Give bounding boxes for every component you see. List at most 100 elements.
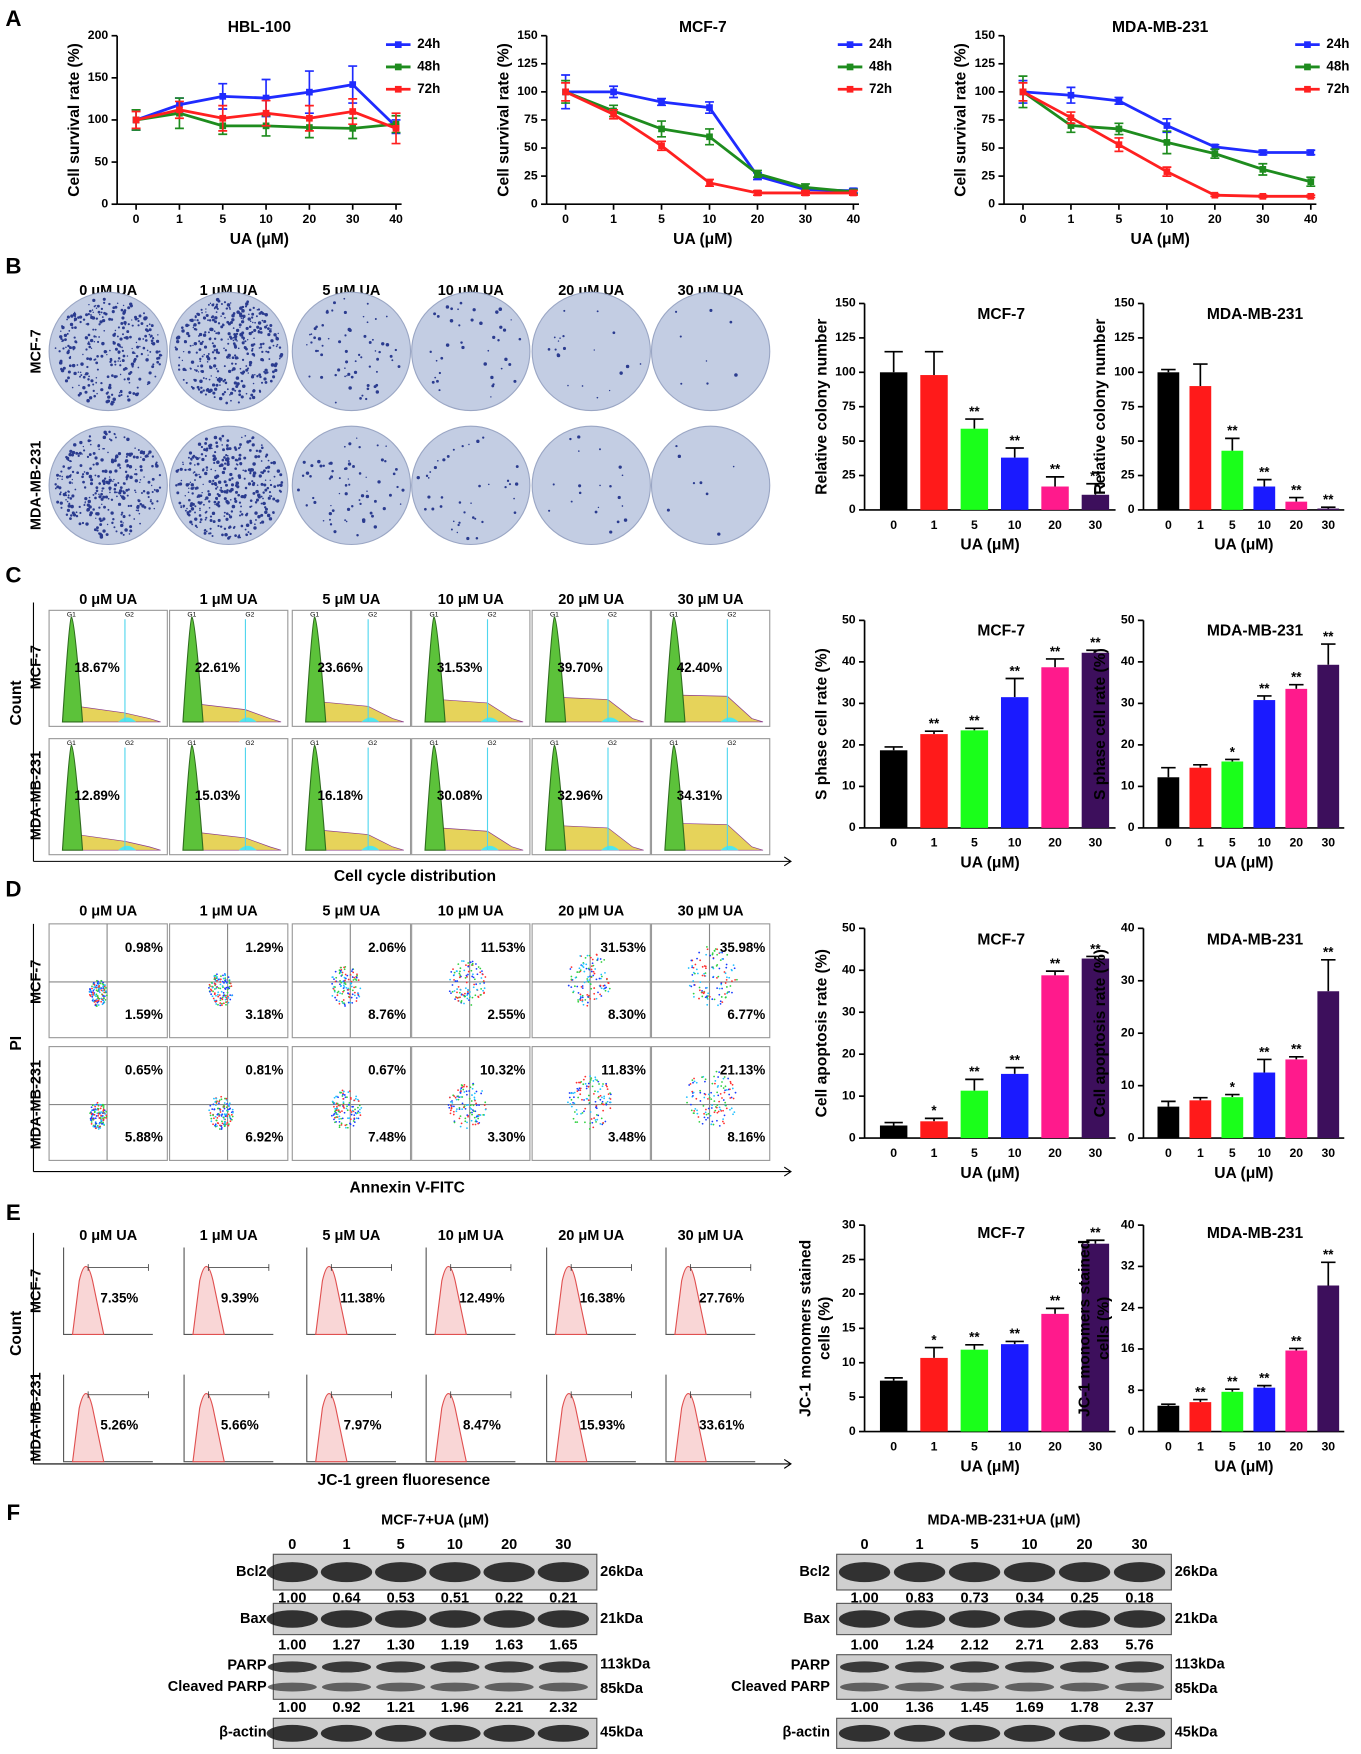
- colony: [273, 485, 277, 488]
- bar: [1189, 1402, 1212, 1432]
- cell-dot: [460, 1000, 463, 1002]
- colony: [98, 493, 100, 496]
- cell-dot: [465, 981, 468, 984]
- cell-dot: [730, 1107, 733, 1110]
- cell-dot: [711, 1104, 713, 1107]
- cell-dot: [582, 1078, 585, 1081]
- bar: [1189, 1100, 1212, 1139]
- colony: [260, 346, 263, 349]
- cell-dot: [709, 1114, 712, 1117]
- cell-dot: [226, 1115, 229, 1118]
- cell-dot: [474, 1110, 477, 1113]
- cell-dot: [576, 1087, 579, 1090]
- colony: [392, 472, 396, 476]
- y-tick-label: 0: [988, 196, 995, 210]
- y-tick-label: 20: [1121, 1025, 1135, 1039]
- cell-dot: [594, 1076, 597, 1079]
- bar: [920, 734, 948, 828]
- colony: [222, 323, 225, 327]
- y-tick-label: 20: [842, 1286, 856, 1300]
- colony: [73, 336, 76, 339]
- colony: [371, 338, 374, 341]
- colony: [59, 493, 62, 496]
- colony: [301, 474, 305, 478]
- colony: [123, 321, 127, 325]
- colony: [84, 497, 88, 501]
- bar: [879, 750, 908, 828]
- colony: [250, 468, 253, 470]
- significance: **: [969, 1064, 980, 1079]
- gate-label: G1: [67, 740, 76, 747]
- band-ratio: 0.53: [387, 1591, 415, 1607]
- colony: [83, 471, 86, 473]
- colony: [88, 496, 91, 499]
- cell-dot: [731, 980, 733, 983]
- legend-label: 24h: [869, 36, 892, 51]
- point: [754, 189, 761, 197]
- cell-dot: [452, 1110, 455, 1113]
- colony: [233, 497, 237, 501]
- colony: [106, 523, 109, 526]
- cell-dot: [719, 959, 722, 962]
- colony: [92, 451, 96, 455]
- percentage: 3.48%: [608, 1130, 646, 1145]
- colony: [178, 501, 182, 505]
- band: [838, 1562, 891, 1583]
- cell-dot: [103, 985, 106, 988]
- colony: [209, 519, 213, 522]
- colony: [328, 511, 332, 516]
- colony: [376, 444, 379, 447]
- colony: [252, 389, 256, 393]
- colony: [255, 498, 259, 502]
- cell-dot: [479, 982, 482, 985]
- colony: [126, 330, 130, 334]
- colony: [249, 320, 252, 323]
- y-tick-label: 50: [842, 433, 856, 447]
- molecular-weight: 45kDa: [600, 1725, 644, 1741]
- colony: [436, 459, 439, 462]
- point: [1115, 97, 1123, 105]
- colony: [182, 461, 184, 464]
- colony: [258, 389, 261, 392]
- colony: [69, 346, 72, 350]
- colony: [129, 371, 133, 374]
- colony: [679, 335, 682, 338]
- point: [706, 133, 713, 141]
- cell-dot: [354, 986, 357, 988]
- cell-dot: [606, 1085, 608, 1088]
- y-tick-label: 75: [842, 399, 856, 413]
- colony: [227, 342, 230, 345]
- colony: [229, 321, 233, 325]
- colony: [95, 486, 99, 490]
- cell-dot: [210, 1117, 213, 1120]
- colony: [205, 496, 209, 500]
- colony: [149, 350, 152, 353]
- cell-dot: [358, 1108, 361, 1111]
- cell-dot: [226, 981, 228, 983]
- colony: [96, 368, 99, 371]
- colony: [89, 467, 92, 470]
- colony: [245, 368, 249, 372]
- colony: [214, 503, 216, 506]
- gate: [570, 1391, 632, 1399]
- cell-dot: [706, 998, 709, 1000]
- colony: [100, 388, 104, 392]
- cell-dot: [471, 962, 474, 965]
- cell-dot: [718, 967, 721, 970]
- cell-dot: [473, 1116, 476, 1119]
- colony: [470, 318, 474, 322]
- colony: [217, 524, 220, 528]
- panel-letter: A: [5, 6, 21, 31]
- cell-dot: [351, 976, 354, 978]
- colony: [491, 384, 495, 388]
- colony: [224, 462, 227, 465]
- colony: [123, 515, 126, 518]
- cell-dot: [705, 967, 707, 970]
- x-tick-label: 1: [176, 212, 183, 226]
- colony: [436, 314, 440, 318]
- colony: [228, 489, 233, 493]
- cell-dot: [214, 1124, 216, 1127]
- y-tick-label: 50: [842, 921, 856, 935]
- colony-plate: [48, 425, 168, 546]
- cell-dot: [229, 1117, 232, 1120]
